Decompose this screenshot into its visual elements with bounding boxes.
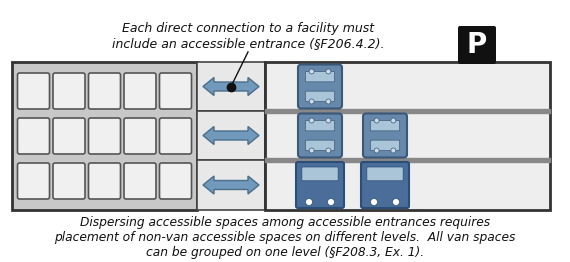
FancyBboxPatch shape — [370, 140, 400, 150]
FancyBboxPatch shape — [124, 118, 156, 154]
FancyBboxPatch shape — [306, 140, 335, 150]
Circle shape — [309, 148, 314, 153]
FancyBboxPatch shape — [53, 73, 85, 109]
Circle shape — [374, 148, 379, 153]
FancyBboxPatch shape — [298, 64, 342, 108]
FancyBboxPatch shape — [458, 26, 496, 64]
FancyBboxPatch shape — [306, 72, 335, 82]
FancyBboxPatch shape — [53, 163, 85, 199]
FancyBboxPatch shape — [370, 121, 400, 131]
Circle shape — [391, 118, 396, 123]
Circle shape — [326, 99, 331, 104]
FancyBboxPatch shape — [296, 162, 344, 208]
Text: P: P — [467, 31, 487, 59]
Circle shape — [306, 199, 312, 205]
FancyBboxPatch shape — [88, 118, 120, 154]
FancyBboxPatch shape — [306, 121, 335, 131]
FancyBboxPatch shape — [124, 163, 156, 199]
Circle shape — [326, 69, 331, 74]
Circle shape — [309, 69, 314, 74]
Circle shape — [328, 199, 335, 205]
Circle shape — [309, 99, 314, 104]
FancyBboxPatch shape — [88, 73, 120, 109]
Circle shape — [393, 199, 400, 205]
FancyBboxPatch shape — [302, 167, 338, 181]
Bar — [197, 62, 265, 111]
Polygon shape — [203, 78, 259, 96]
Circle shape — [391, 148, 396, 153]
Bar — [197, 111, 265, 160]
Bar — [12, 62, 197, 210]
FancyBboxPatch shape — [160, 163, 192, 199]
FancyBboxPatch shape — [361, 162, 409, 208]
FancyBboxPatch shape — [53, 118, 85, 154]
Circle shape — [370, 199, 377, 205]
FancyBboxPatch shape — [160, 118, 192, 154]
FancyBboxPatch shape — [306, 91, 335, 101]
Polygon shape — [203, 176, 259, 194]
FancyBboxPatch shape — [18, 163, 50, 199]
FancyBboxPatch shape — [160, 73, 192, 109]
FancyBboxPatch shape — [363, 113, 407, 157]
FancyBboxPatch shape — [18, 73, 50, 109]
Circle shape — [326, 148, 331, 153]
Text: Dispersing accessible spaces among accessible entrances requires
placement of no: Dispersing accessible spaces among acces… — [54, 216, 516, 259]
Bar — [197, 160, 265, 210]
Text: Each direct connection to a facility must
include an accessible entrance (§F206.: Each direct connection to a facility mus… — [112, 22, 384, 50]
FancyBboxPatch shape — [18, 118, 50, 154]
Circle shape — [309, 118, 314, 123]
FancyBboxPatch shape — [124, 73, 156, 109]
Circle shape — [326, 118, 331, 123]
FancyBboxPatch shape — [298, 113, 342, 157]
Circle shape — [374, 118, 379, 123]
Bar — [265, 62, 550, 210]
FancyBboxPatch shape — [367, 167, 403, 181]
FancyBboxPatch shape — [88, 163, 120, 199]
Polygon shape — [203, 127, 259, 145]
